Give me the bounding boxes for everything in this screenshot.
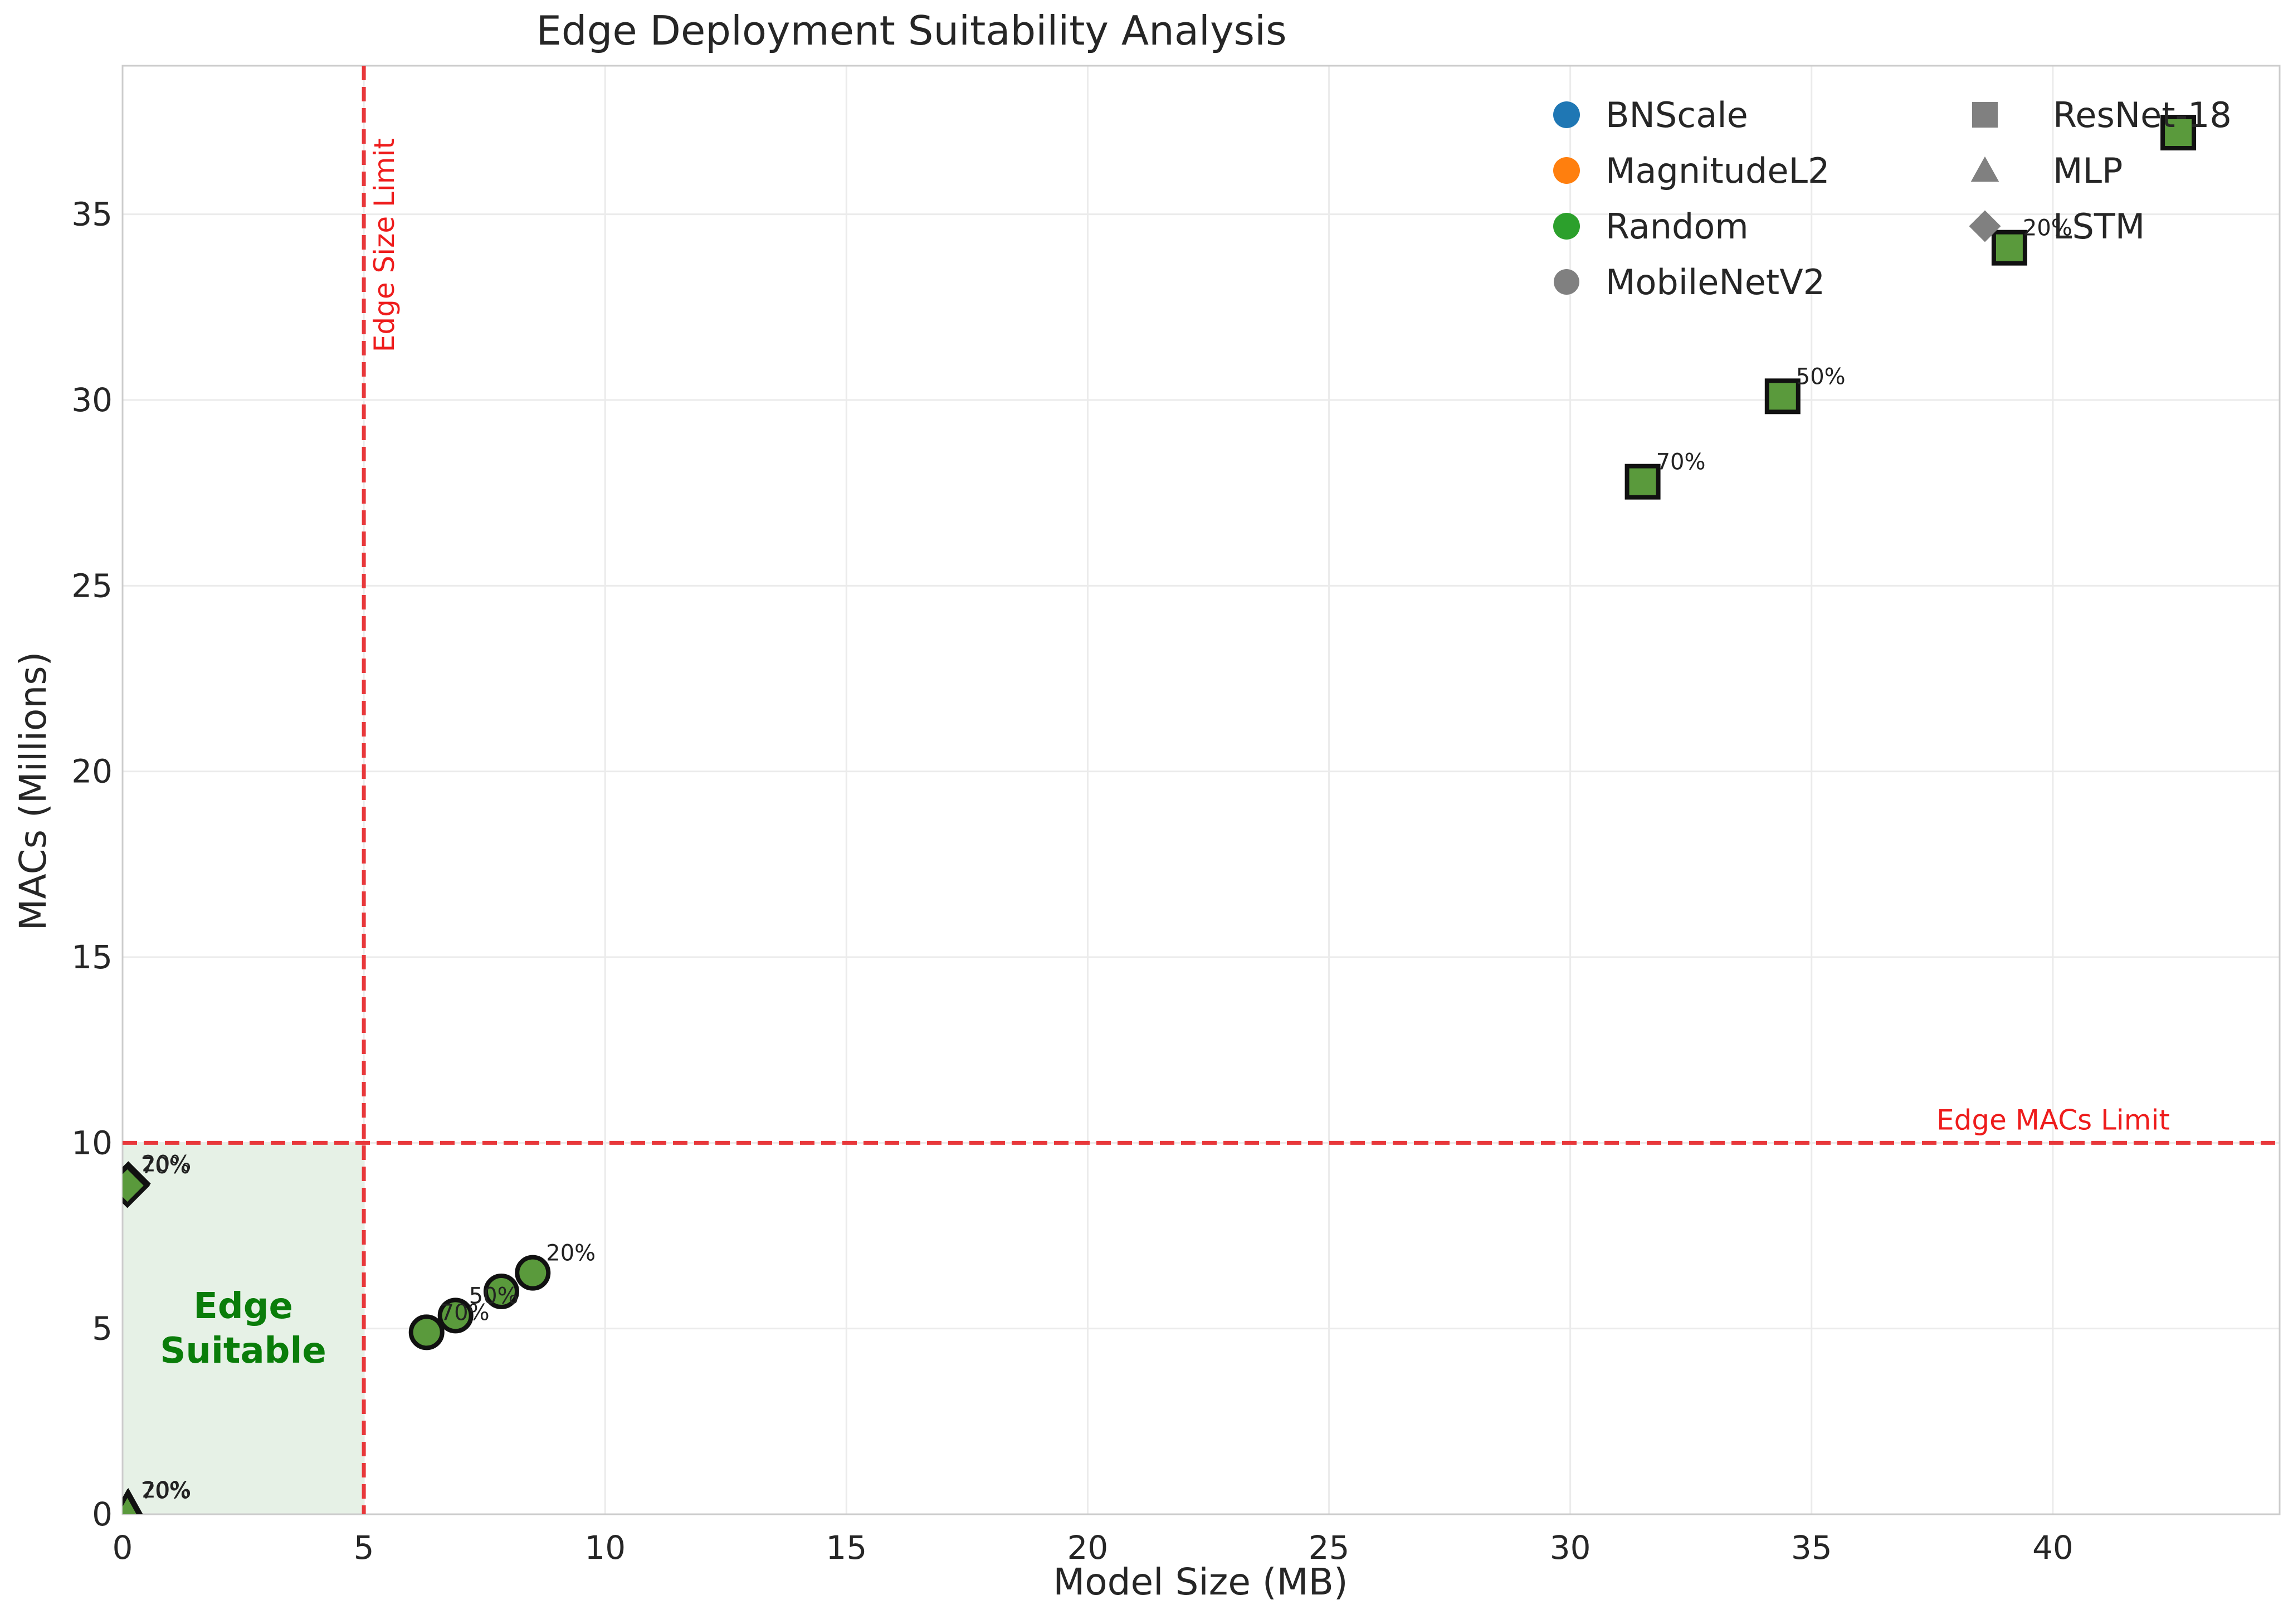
data-point (408, 1314, 445, 1350)
y-tick-label: 20 (71, 753, 113, 791)
x-tick-label: 10 (584, 1529, 626, 1567)
edge-size-limit-label: Edge Size Limit (368, 138, 401, 352)
y-tick-label: 15 (71, 938, 113, 976)
legend: BNScale MagnitudeL2 Random MobileNetV2 ResNe… (1553, 95, 2232, 303)
x-tick-label: 40 (2032, 1529, 2074, 1567)
y-axis-label: MACs (Millions) (12, 652, 55, 931)
legend-swatch (1553, 101, 1580, 128)
legend-label: LSTM (2053, 206, 2145, 247)
point-label: 50% (469, 1283, 519, 1309)
point-label: 50% (1796, 364, 1846, 389)
legend-label: MagnitudeL2 (1606, 150, 1829, 191)
legend-marker (1972, 102, 1998, 128)
legend-swatch (1553, 157, 1580, 184)
point-label: 70% (141, 1153, 191, 1179)
legend-label: Random (1606, 206, 1749, 247)
y-tick-label: 25 (71, 567, 113, 604)
edge-region-label: Suitable (160, 1330, 326, 1372)
edge-suitable-region (123, 1143, 364, 1514)
x-tick-label: 5 (354, 1529, 374, 1567)
x-tick-label: 30 (1550, 1529, 1591, 1567)
legend-marker (1970, 156, 1999, 182)
data-point (1624, 464, 1661, 500)
x-tick-label: 25 (1309, 1529, 1350, 1567)
point-label: 70% (1656, 450, 1706, 475)
y-tick-label: 30 (71, 381, 113, 419)
data-points: 20%50%70%20%50%70%20%70%20%70% (123, 115, 2197, 1514)
legend-label: ResNet-18 (2053, 95, 2232, 135)
x-axis-label: Model Size (MB) (1053, 1560, 1348, 1603)
data-point (437, 1298, 474, 1334)
y-tick-label: 0 (92, 1495, 113, 1533)
plot-frame (121, 65, 2281, 1515)
data-point (515, 1255, 551, 1291)
legend-label: MLP (2053, 150, 2123, 191)
point-label: 70% (141, 1478, 191, 1504)
legend-swatch (1553, 213, 1580, 240)
point-label: 20% (142, 1152, 191, 1177)
data-point (1991, 230, 2027, 266)
point-label: 20% (2023, 216, 2072, 241)
y-tick-label: 5 (92, 1310, 113, 1348)
edge-macs-limit-label: Edge MACs Limit (1936, 1104, 2170, 1136)
data-point (123, 1163, 150, 1208)
chart-title: Edge Deployment Suitability Analysis (536, 7, 1286, 54)
x-tick-label: 35 (1791, 1529, 1832, 1567)
data-point (1764, 378, 1801, 414)
data-point (483, 1274, 519, 1309)
legend-marker (1554, 269, 1579, 295)
plot-area (123, 66, 2280, 1514)
point-label: 70% (440, 1300, 490, 1325)
x-tick-label: 20 (1067, 1529, 1109, 1567)
edge-region-label: Edge (193, 1286, 293, 1327)
y-tick-label: 35 (71, 196, 113, 233)
data-point (2160, 115, 2197, 150)
legend-label: BNScale (1606, 95, 1748, 135)
point-label: 20% (142, 1477, 191, 1503)
y-tick-label: 10 (71, 1124, 113, 1162)
legend-label: MobileNetV2 (1606, 262, 1825, 303)
point-label: 20% (546, 1241, 596, 1266)
data-point (123, 1489, 142, 1514)
x-tick-label: 0 (113, 1529, 133, 1567)
x-tick-label: 15 (826, 1529, 867, 1567)
legend-marker (1969, 210, 2001, 242)
